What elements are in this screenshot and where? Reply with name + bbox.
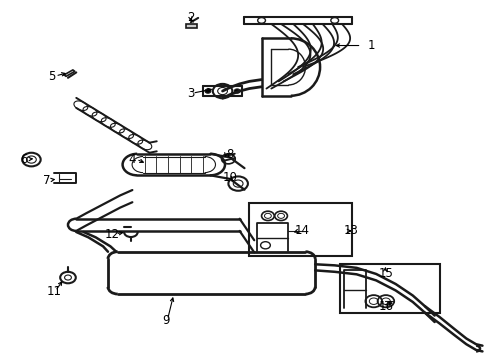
Text: 6: 6 [20,153,28,166]
Text: 9: 9 [163,314,170,327]
Text: 3: 3 [187,87,194,100]
Bar [185,24,196,28]
Circle shape [234,89,240,93]
Text: 15: 15 [378,267,392,280]
Bar [339,264,439,314]
Text: 5: 5 [48,69,56,82]
Text: 8: 8 [226,148,233,161]
Text: 7: 7 [43,174,51,187]
Text: 11: 11 [47,285,61,298]
Bar [249,203,351,256]
Text: 2: 2 [187,12,194,24]
Circle shape [204,89,210,93]
Text: 16: 16 [378,300,393,313]
Text: 4: 4 [128,153,136,166]
Text: 13: 13 [343,224,358,238]
Text: 1: 1 [367,39,374,52]
Text: 12: 12 [104,228,119,241]
Text: 14: 14 [294,224,309,238]
Text: 10: 10 [222,171,237,184]
